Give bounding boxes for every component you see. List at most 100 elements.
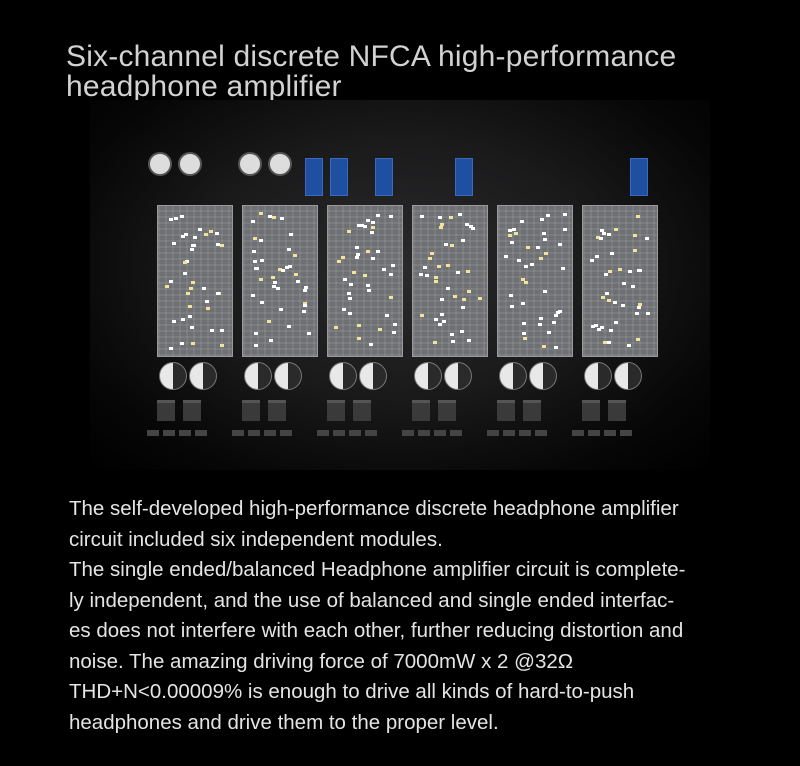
transistor <box>438 400 456 421</box>
component <box>252 260 257 264</box>
component <box>635 312 640 316</box>
component <box>357 324 362 328</box>
amplifier-module <box>242 205 318 357</box>
component <box>382 268 387 272</box>
trimpot <box>305 158 323 196</box>
component <box>450 244 455 248</box>
component <box>253 237 258 241</box>
component <box>204 299 209 303</box>
smd-resistor <box>365 430 377 436</box>
component <box>180 235 185 239</box>
component <box>427 256 432 260</box>
component <box>352 270 357 274</box>
component <box>253 344 258 348</box>
component <box>464 223 469 227</box>
smd-resistor <box>163 430 175 436</box>
component <box>460 239 465 243</box>
component <box>190 280 195 284</box>
description-line: noise. The amazing driving force of 7000… <box>69 649 574 673</box>
component <box>284 265 289 269</box>
component <box>370 257 375 261</box>
component <box>369 343 374 347</box>
component <box>271 285 276 289</box>
component <box>466 338 471 342</box>
component <box>439 297 444 301</box>
component <box>520 302 525 306</box>
capacitor <box>148 152 172 176</box>
capacitor <box>529 362 557 390</box>
component <box>460 329 465 333</box>
component <box>419 215 424 219</box>
component <box>337 259 342 263</box>
component <box>445 263 450 267</box>
component <box>594 255 599 259</box>
component <box>303 304 308 308</box>
component <box>507 228 512 232</box>
component <box>546 330 551 334</box>
smd-resistor <box>503 430 515 436</box>
amplifier-module <box>157 205 233 357</box>
capacitor <box>268 152 292 176</box>
component <box>189 286 194 290</box>
component <box>542 344 547 348</box>
component <box>601 296 606 300</box>
description: The self-developed high-performance disc… <box>69 494 686 738</box>
component <box>524 264 529 268</box>
component <box>525 246 530 250</box>
component <box>356 337 361 341</box>
trimpot <box>375 158 393 196</box>
component <box>269 338 274 342</box>
component <box>276 287 281 291</box>
circuit-board-image <box>90 100 710 470</box>
component <box>508 233 513 237</box>
component <box>434 318 439 322</box>
component <box>644 237 649 241</box>
component <box>557 243 562 247</box>
smd-resistor <box>588 430 600 436</box>
component <box>253 331 258 335</box>
component <box>544 252 549 256</box>
component <box>437 264 442 268</box>
transistor <box>327 400 345 421</box>
component <box>169 218 174 222</box>
component <box>376 249 381 253</box>
component <box>645 311 650 315</box>
component <box>449 333 454 337</box>
component <box>377 327 382 331</box>
capacitor <box>444 362 472 390</box>
component <box>271 275 276 279</box>
capacitor <box>244 362 272 390</box>
smd-resistor <box>317 430 329 436</box>
capacitor <box>274 362 302 390</box>
component <box>519 219 524 223</box>
component <box>508 294 513 297</box>
component <box>546 213 551 217</box>
component <box>419 313 424 317</box>
component <box>613 301 618 305</box>
component <box>469 224 474 228</box>
component <box>216 243 221 247</box>
transistor <box>412 400 430 421</box>
smd-resistor <box>333 430 345 436</box>
capacitor <box>359 362 387 390</box>
component <box>636 215 641 219</box>
component <box>219 329 224 332</box>
component <box>541 231 546 235</box>
capacitor <box>238 152 262 176</box>
component <box>593 324 598 328</box>
component <box>553 345 558 349</box>
component <box>535 245 540 249</box>
component <box>438 225 443 229</box>
component <box>388 214 393 218</box>
capacitor <box>329 362 357 390</box>
component <box>510 305 515 309</box>
component <box>171 319 176 323</box>
component <box>174 217 179 221</box>
component <box>606 299 611 303</box>
component <box>347 311 352 315</box>
smd-resistor <box>248 430 260 436</box>
transistor <box>268 400 286 421</box>
component <box>597 328 602 332</box>
component <box>521 322 526 326</box>
component <box>520 278 525 282</box>
